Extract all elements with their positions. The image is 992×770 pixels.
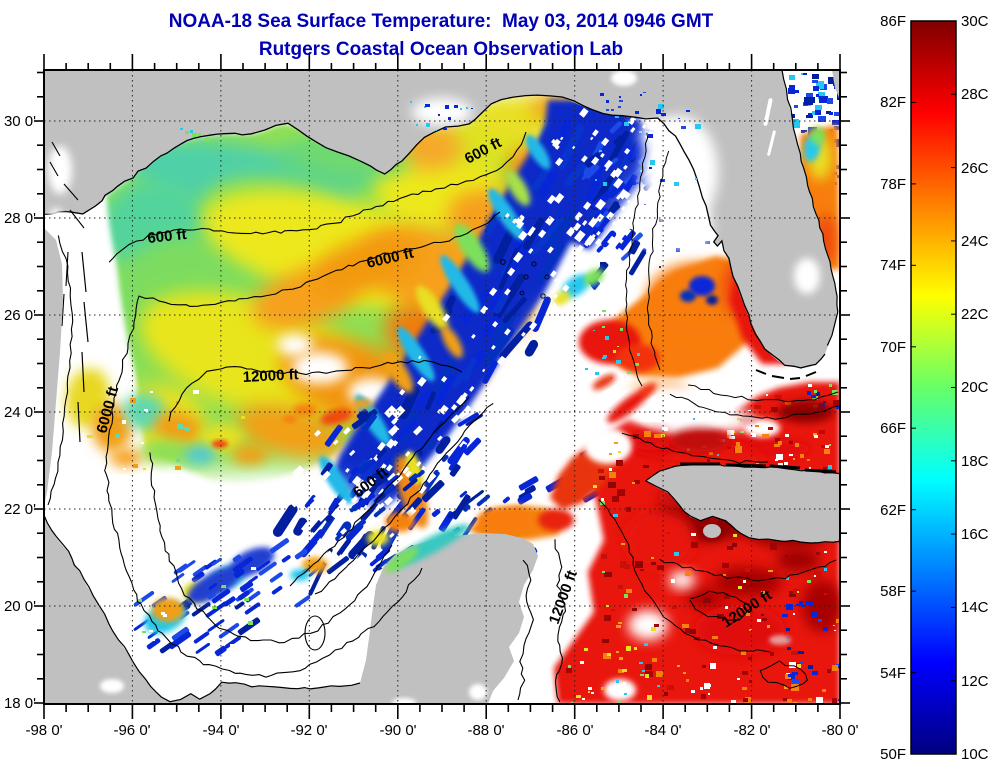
svg-text:24 0': 24 0'	[4, 404, 36, 421]
svg-text:-94 0': -94 0'	[202, 722, 239, 739]
svg-text:28C: 28C	[961, 86, 989, 103]
svg-text:-88 0': -88 0'	[467, 722, 504, 739]
svg-text:20C: 20C	[961, 379, 989, 396]
svg-text:16C: 16C	[961, 526, 989, 543]
svg-text:18 0': 18 0'	[4, 695, 36, 712]
svg-text:600 ft: 600 ft	[147, 226, 188, 247]
svg-text:-90 0': -90 0'	[379, 722, 416, 739]
svg-text:14C: 14C	[961, 599, 989, 616]
svg-text:18C: 18C	[961, 453, 989, 470]
svg-text:86F: 86F	[880, 13, 906, 30]
svg-text:58F: 58F	[880, 583, 906, 600]
svg-text:50F: 50F	[880, 746, 906, 763]
svg-text:-84 0': -84 0'	[644, 722, 681, 739]
svg-text:66F: 66F	[880, 420, 906, 437]
svg-text:62F: 62F	[880, 502, 906, 519]
svg-text:22C: 22C	[961, 306, 989, 323]
svg-text:26 0': 26 0'	[4, 307, 36, 324]
svg-text:22 0': 22 0'	[4, 501, 36, 518]
svg-text:NOAA-18 Sea Surface Temperatur: NOAA-18 Sea Surface Temperature: May 03,…	[169, 11, 714, 32]
svg-text:30 0': 30 0'	[4, 113, 36, 130]
svg-text:10C: 10C	[961, 746, 989, 763]
svg-text:24C: 24C	[961, 233, 989, 250]
svg-text:20 0': 20 0'	[4, 598, 36, 615]
svg-text:-92 0': -92 0'	[290, 722, 327, 739]
svg-text:-86 0': -86 0'	[556, 722, 593, 739]
svg-text:Rutgers Coastal Ocean Observat: Rutgers Coastal Ocean Observation Lab	[259, 39, 623, 60]
svg-text:26C: 26C	[961, 160, 989, 177]
svg-text:-80 0': -80 0'	[821, 722, 858, 739]
svg-text:-82 0': -82 0'	[733, 722, 770, 739]
svg-text:28 0': 28 0'	[4, 210, 36, 227]
svg-text:12000 ft: 12000 ft	[242, 366, 299, 386]
svg-text:78F: 78F	[880, 176, 906, 193]
svg-text:74F: 74F	[880, 257, 906, 274]
svg-text:82F: 82F	[880, 94, 906, 111]
svg-text:54F: 54F	[880, 665, 906, 682]
svg-text:-98 0': -98 0'	[25, 722, 62, 739]
svg-text:-96 0': -96 0'	[113, 722, 150, 739]
svg-text:30C: 30C	[961, 13, 989, 30]
svg-text:70F: 70F	[880, 339, 906, 356]
svg-text:12C: 12C	[961, 673, 989, 690]
